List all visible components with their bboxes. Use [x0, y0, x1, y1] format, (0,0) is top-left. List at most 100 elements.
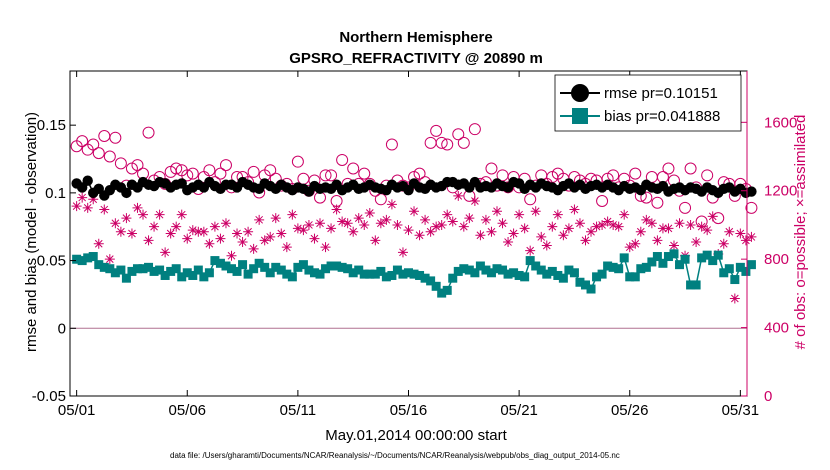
assimilated-obs-point: [630, 238, 641, 249]
assimilated-obs-point: [165, 228, 176, 239]
assimilated-obs-point: [480, 214, 491, 225]
assimilated-obs-point: [409, 206, 420, 217]
possible-obs-point: [457, 136, 470, 149]
bias-point: [470, 268, 480, 278]
bias-point: [199, 272, 209, 282]
assimilated-obs-point: [475, 230, 486, 241]
assimilated-obs-point: [718, 238, 729, 249]
assimilated-obs-point: [359, 219, 370, 230]
bias-point: [381, 272, 391, 282]
bias-point: [265, 268, 275, 278]
bias-point: [326, 261, 336, 271]
assimilated-obs-point: [652, 235, 663, 246]
bias-point: [663, 252, 673, 262]
possible-obs-point: [103, 150, 116, 163]
assimilated-obs-point: [558, 230, 569, 241]
possible-obs-point: [325, 169, 338, 182]
assimilated-obs-point: [547, 221, 558, 232]
assimilated-obs-point: [126, 228, 137, 239]
bias-point: [531, 261, 541, 271]
possible-obs-point: [203, 164, 216, 177]
bias-point: [99, 262, 109, 272]
assimilated-obs-point: [292, 223, 303, 234]
assimilated-obs-point: [232, 228, 243, 239]
possible-obs-point: [142, 126, 155, 139]
possible-obs-point: [452, 128, 465, 141]
bias-point: [652, 252, 662, 262]
assimilated-obs-point: [331, 204, 342, 215]
assimilated-obs-point: [619, 209, 630, 220]
assimilated-obs-point: [375, 218, 386, 229]
bias-point: [431, 281, 441, 291]
assimilated-obs-point: [276, 228, 287, 239]
possible-obs-point: [109, 131, 122, 144]
assimilated-obs-point: [82, 202, 93, 213]
bias-point: [210, 256, 220, 266]
assimilated-obs-point: [486, 226, 497, 237]
bias-point: [719, 268, 729, 278]
bias-point: [387, 270, 397, 280]
y-right-tick-label: 1200: [764, 183, 797, 200]
bias-point: [586, 284, 596, 294]
bias-point: [724, 264, 734, 274]
assimilated-obs-point: [635, 226, 646, 237]
series-asterisk: [71, 190, 757, 304]
possible-obs-point: [92, 147, 105, 160]
x-tick-label: 05/31: [722, 402, 760, 419]
x-tick-label: 05/01: [58, 402, 96, 419]
assimilated-obs-point: [646, 218, 657, 229]
assimilated-obs-point: [342, 218, 353, 229]
assimilated-obs-point: [569, 204, 580, 215]
assimilated-obs-point: [320, 242, 331, 253]
possible-obs-point: [181, 169, 194, 182]
assimilated-obs-point: [442, 209, 453, 220]
bias-point: [675, 260, 685, 270]
assimilated-obs-point: [243, 226, 254, 237]
assimilated-obs-point: [353, 213, 364, 224]
assimilated-obs-point: [691, 237, 702, 248]
assimilated-obs-point: [198, 226, 209, 237]
assimilated-obs-point: [337, 216, 348, 227]
bias-point: [376, 266, 386, 276]
assimilated-obs-point: [397, 247, 408, 258]
assimilated-obs-point: [226, 250, 237, 261]
assimilated-obs-point: [386, 199, 397, 210]
bias-point: [608, 262, 618, 272]
assimilated-obs-point: [536, 231, 547, 242]
assimilated-obs-point: [657, 223, 668, 234]
possible-obs-point: [114, 157, 127, 170]
bias-point: [110, 268, 120, 278]
bias-point: [304, 265, 314, 275]
legend: rmse pr=0.10151 bias pr=0.041888: [554, 74, 742, 132]
assimilated-obs-point: [270, 213, 281, 224]
assimilated-obs-point: [248, 243, 259, 254]
bias-point: [746, 260, 756, 270]
possible-obs-point: [629, 167, 642, 180]
bias-point: [525, 256, 535, 266]
bias-point: [520, 272, 530, 282]
assimilated-obs-point: [315, 218, 326, 229]
legend-rmse-marker: [571, 84, 589, 102]
bias-point: [127, 266, 137, 276]
assimilated-obs-point: [519, 223, 530, 234]
bias-point: [498, 265, 508, 275]
bias-point: [359, 269, 369, 279]
assimilated-obs-point: [735, 228, 746, 239]
assimilated-obs-point: [171, 221, 182, 232]
possible-obs-point: [485, 162, 498, 175]
bias-point: [569, 268, 579, 278]
possible-obs-point: [385, 138, 398, 151]
assimilated-obs-point: [447, 216, 458, 227]
bias-point: [619, 253, 629, 263]
y-right-tick-label: 0: [764, 388, 772, 405]
bias-point: [348, 268, 358, 278]
bias-point: [121, 273, 131, 283]
bias-point: [575, 277, 585, 287]
assimilated-obs-point: [668, 240, 679, 251]
bias-point: [453, 266, 463, 276]
assimilated-obs-point: [597, 219, 608, 230]
assimilated-obs-point: [514, 209, 525, 220]
assimilated-obs-point: [154, 209, 165, 220]
bias-point: [398, 269, 408, 279]
assimilated-obs-point: [182, 233, 193, 244]
